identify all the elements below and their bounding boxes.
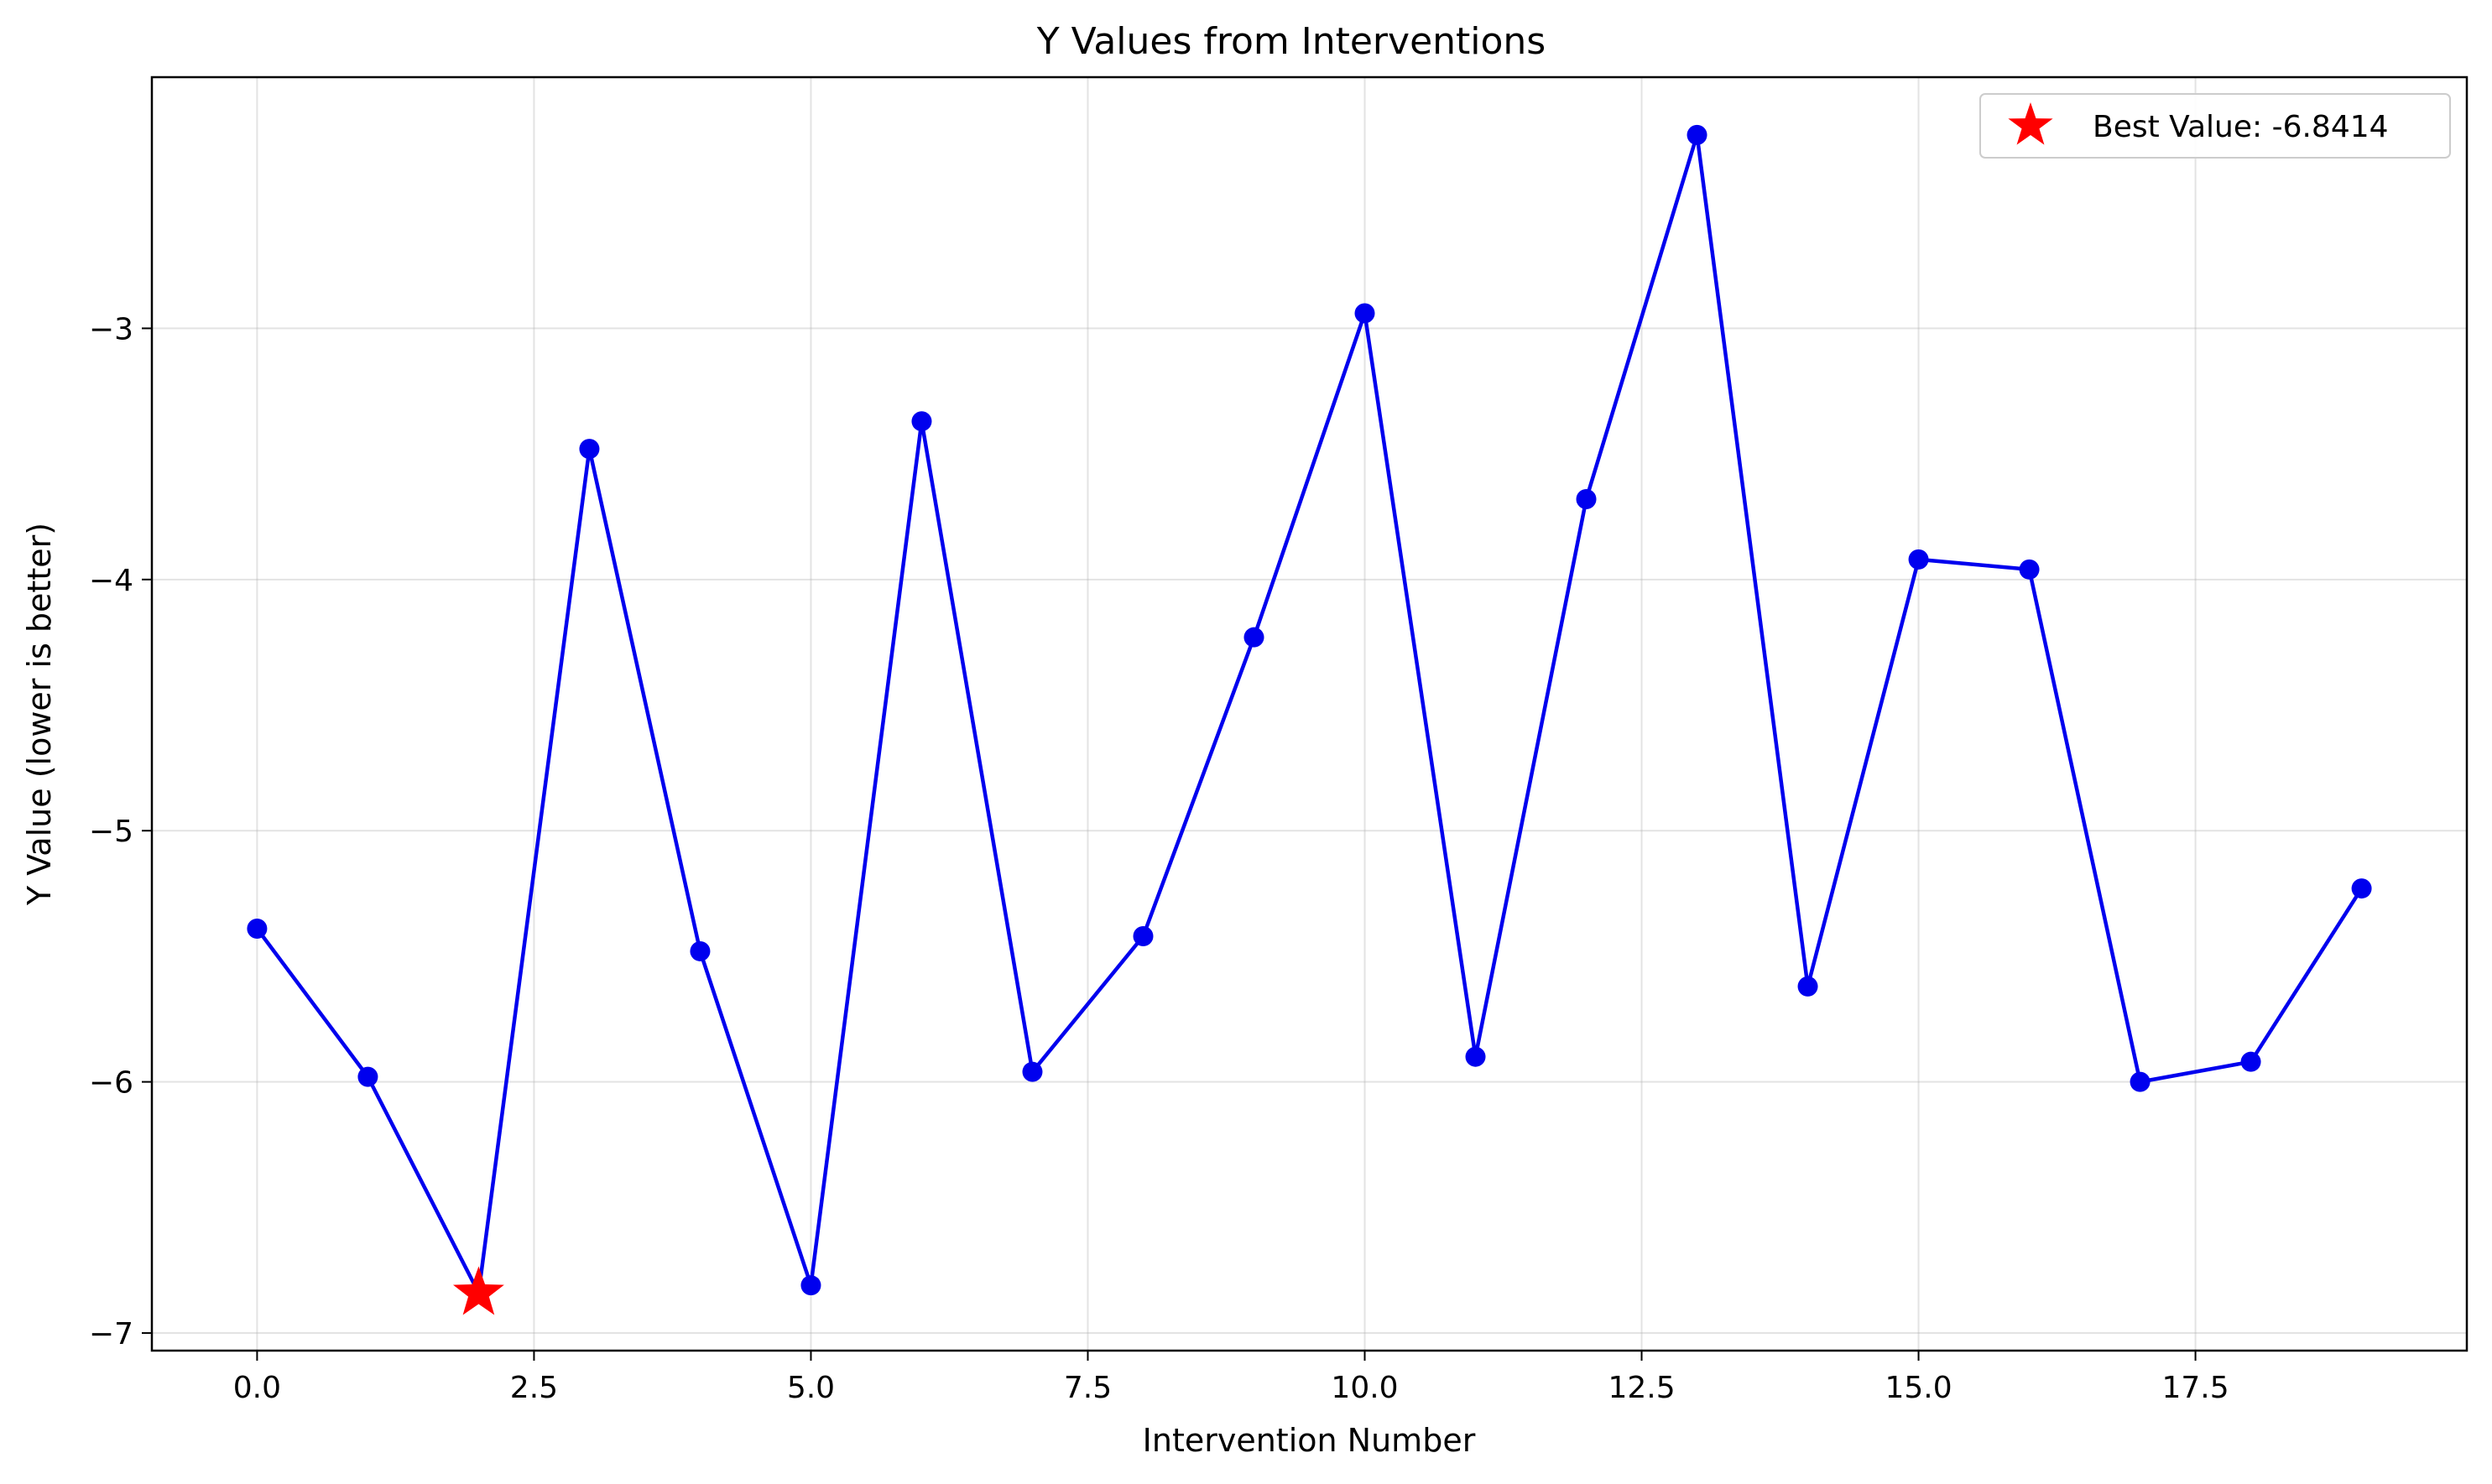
data-point bbox=[2240, 1051, 2261, 1072]
data-point bbox=[911, 411, 932, 432]
data-point bbox=[1354, 303, 1375, 324]
data-point bbox=[690, 940, 711, 961]
x-tick-label: 7.5 bbox=[1064, 1371, 1112, 1405]
x-axis-label: Intervention Number bbox=[1143, 1422, 1476, 1459]
y-axis-label: Y Value (lower is better) bbox=[21, 523, 58, 906]
y-tick-label: −6 bbox=[89, 1066, 133, 1101]
y-tick-label: −4 bbox=[89, 564, 133, 598]
y-axis-ticks: −7 −6 −5 −4 −3 bbox=[89, 312, 152, 1351]
x-tick-label: 0.0 bbox=[233, 1371, 281, 1405]
data-point bbox=[579, 439, 600, 460]
data-point bbox=[2019, 559, 2040, 580]
y-tick-label: −7 bbox=[89, 1317, 133, 1351]
series-line bbox=[255, 133, 2364, 1295]
legend-star-icon bbox=[2008, 102, 2053, 145]
x-tick-label: 2.5 bbox=[510, 1371, 558, 1405]
data-point bbox=[247, 918, 268, 939]
x-tick-label: 15.0 bbox=[1885, 1371, 1952, 1405]
data-point bbox=[1465, 1046, 1486, 1067]
x-tick-label: 10.0 bbox=[1331, 1371, 1398, 1405]
x-tick-label: 5.0 bbox=[787, 1371, 835, 1405]
series-group bbox=[255, 133, 2364, 1295]
data-point bbox=[1576, 489, 1597, 510]
chart-title: Y Values from Interventions bbox=[1036, 20, 1546, 63]
data-point bbox=[800, 1275, 821, 1296]
legend: Best Value: -6.8414 bbox=[1979, 93, 2451, 159]
legend-label: Best Value: -6.8414 bbox=[2093, 110, 2389, 144]
data-point bbox=[1133, 925, 1154, 946]
data-point bbox=[2351, 878, 2372, 899]
data-point bbox=[357, 1066, 378, 1087]
data-point bbox=[1797, 976, 1818, 997]
data-point bbox=[1687, 124, 1707, 145]
best-value-star bbox=[452, 1266, 504, 1315]
x-tick-label: 17.5 bbox=[2161, 1371, 2229, 1405]
data-point bbox=[1022, 1061, 1043, 1082]
y-tick-label: −3 bbox=[89, 312, 133, 346]
data-point bbox=[2130, 1071, 2151, 1092]
legend-box bbox=[1979, 93, 2451, 159]
plot-frame bbox=[150, 76, 2469, 1352]
best-marker-group bbox=[452, 1266, 504, 1315]
data-point bbox=[1908, 549, 1929, 570]
y-tick-label: −5 bbox=[89, 815, 133, 849]
x-tick-label: 12.5 bbox=[1608, 1371, 1675, 1405]
data-point bbox=[1243, 627, 1264, 648]
x-axis-ticks: 0.0 2.5 5.0 7.5 10.0 12.5 15.0 17.5 bbox=[233, 1351, 2229, 1405]
